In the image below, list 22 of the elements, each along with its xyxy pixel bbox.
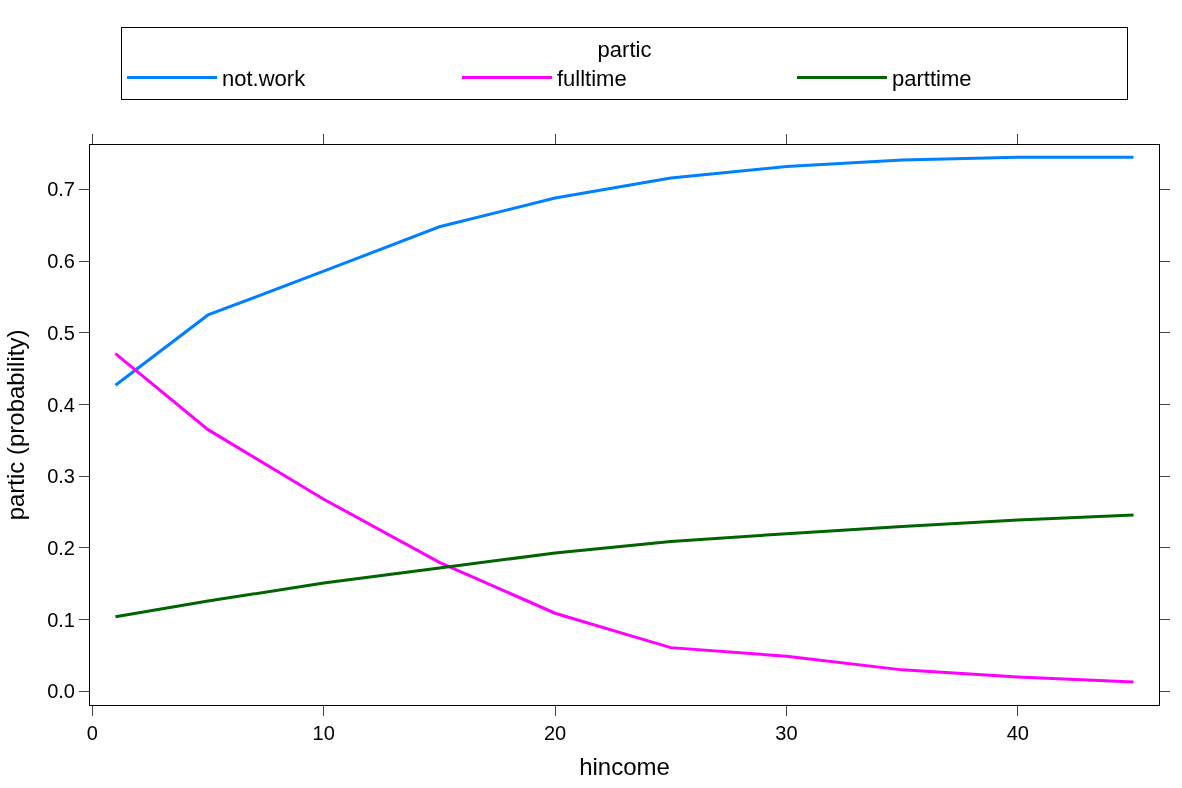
- x-tick-label: 0: [86, 722, 98, 744]
- x-tick-label: 30: [775, 722, 798, 744]
- line-series: [113, 513, 1136, 619]
- legend-label: not.work: [222, 66, 307, 92]
- y-tick-label: 0.0: [47, 680, 75, 703]
- x-tick-label: 20: [543, 722, 567, 744]
- y-tick-label: 0.4: [47, 393, 75, 416]
- y-tick-label: 0.7: [47, 178, 75, 201]
- x-tick-label: 10: [312, 722, 335, 744]
- line-series: [113, 155, 1136, 387]
- x-axis-title: hincome: [579, 753, 670, 781]
- y-tick-label: 0.1: [47, 608, 75, 631]
- line-series: [113, 352, 1136, 684]
- legend-label: parttime: [892, 66, 972, 92]
- y-tick-label: 0.3: [47, 465, 75, 488]
- legend-label: fulltime: [557, 66, 627, 92]
- y-tick-label: 0.5: [47, 321, 75, 344]
- y-tick-label: 0.6: [47, 250, 75, 273]
- y-tick-label: 0.2: [47, 536, 75, 559]
- legend-title: partic: [597, 36, 652, 62]
- x-tick-label: 40: [1006, 722, 1029, 744]
- y-axis-title: partic (probability): [2, 329, 30, 521]
